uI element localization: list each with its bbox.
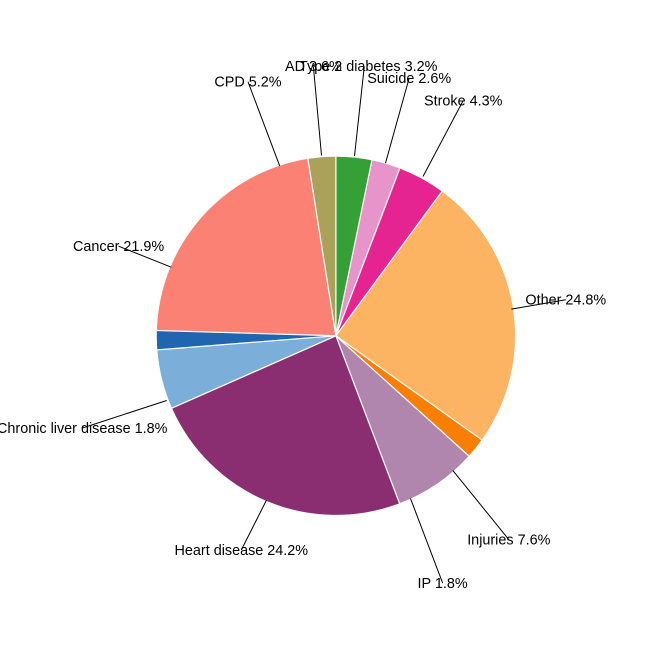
svg-text:Other 24.8%: Other 24.8% — [525, 293, 606, 309]
svg-text:Stroke 4.3%: Stroke 4.3% — [424, 93, 503, 109]
svg-text:Cancer 21.9%: Cancer 21.9% — [73, 239, 164, 255]
svg-text:Injuries 7.6%: Injuries 7.6% — [467, 532, 550, 548]
svg-text:Suicide 2.6%: Suicide 2.6% — [367, 71, 451, 87]
svg-text:CPD 5.2%: CPD 5.2% — [214, 75, 281, 91]
svg-text:Type 2 diabetes 3.2%: Type 2 diabetes 3.2% — [299, 59, 438, 75]
svg-text:Chronic liver disease 1.8%: Chronic liver disease 1.8% — [0, 421, 168, 437]
svg-text:IP 1.8%: IP 1.8% — [418, 576, 468, 592]
svg-text:Heart disease 24.2%: Heart disease 24.2% — [175, 543, 309, 559]
svg-text:AD 3.6%: AD 3.6% — [285, 59, 342, 75]
